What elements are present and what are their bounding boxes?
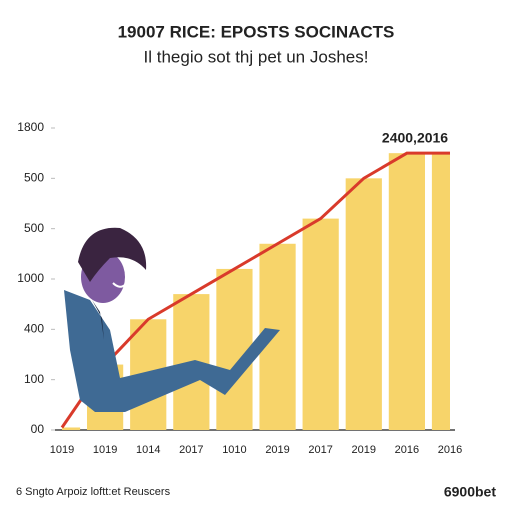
annotation: 2400,2016 bbox=[382, 130, 448, 146]
line bbox=[60, 151, 450, 429]
chart-subtitle: Il thegio sot thj pet un Joshes! bbox=[144, 47, 369, 66]
x-tick-label: 2016 bbox=[438, 444, 462, 456]
chart-title: 19007 RICE: EPOSTS SOCINACTS bbox=[118, 22, 395, 41]
y-tick-label: 00 bbox=[31, 422, 45, 436]
bar bbox=[216, 268, 253, 430]
bar bbox=[62, 427, 81, 430]
bar bbox=[431, 153, 450, 430]
y-tick-label: 1800 bbox=[17, 120, 44, 134]
x-tick-label: 2019 bbox=[352, 444, 376, 456]
x-tick-label: 1019 bbox=[50, 444, 74, 456]
x-tick-label: 2016 bbox=[395, 444, 419, 456]
bar bbox=[388, 153, 425, 430]
person-illustration bbox=[64, 227, 280, 412]
x-tick-label: 1014 bbox=[136, 444, 160, 456]
x-tick-label: 2017 bbox=[308, 444, 332, 456]
y-tick-label: 100 bbox=[24, 372, 44, 386]
x-tick-label: 1019 bbox=[93, 444, 117, 456]
footer-left: 6 Sngto Arpoiz loftt:et Reuscers bbox=[16, 486, 171, 498]
footer-right: 6900bet bbox=[444, 484, 496, 500]
x-tick-label: 1010 bbox=[222, 444, 246, 456]
y-tick-label: 500 bbox=[24, 221, 44, 235]
y-tick-label: 1000 bbox=[17, 271, 44, 285]
y-tick-label: 500 bbox=[24, 171, 44, 185]
y-tick-label: 400 bbox=[24, 322, 44, 336]
bar bbox=[345, 178, 382, 430]
bar bbox=[302, 218, 339, 430]
x-tick-label: 2019 bbox=[265, 444, 289, 456]
x-tick-label: 2017 bbox=[179, 444, 203, 456]
